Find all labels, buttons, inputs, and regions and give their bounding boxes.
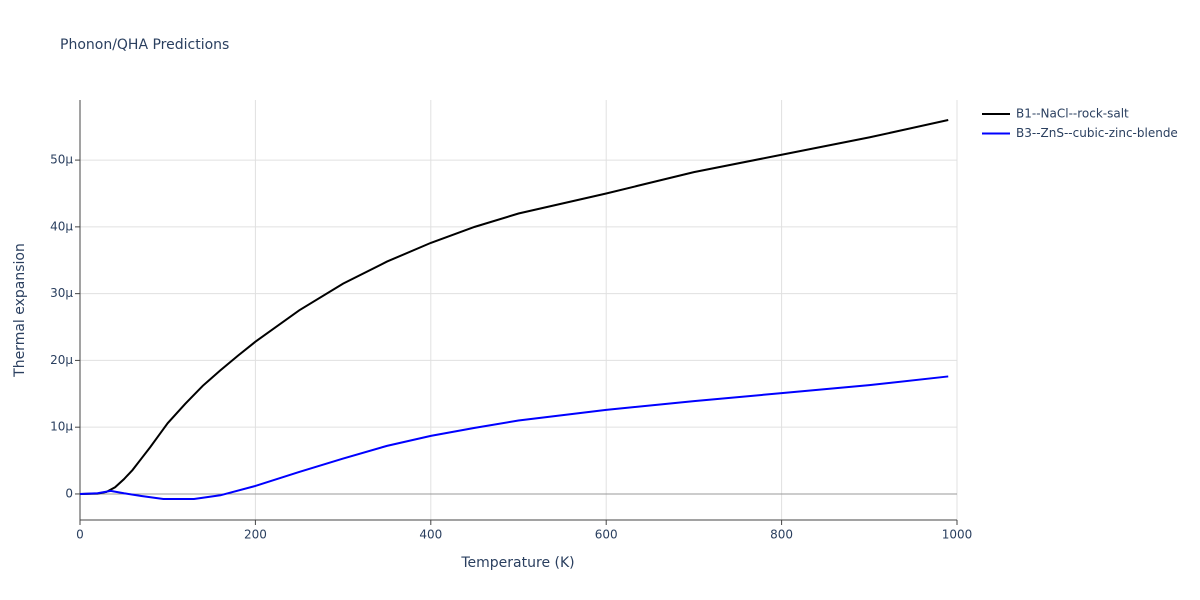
x-tick-label: 200 <box>244 528 267 542</box>
y-tick-label: 30μ <box>50 286 73 300</box>
y-axis-label: Thermal expansion <box>12 243 28 378</box>
x-tick-label: 1000 <box>942 528 973 542</box>
chart-title: Phonon/QHA Predictions <box>60 37 229 53</box>
x-tick-label: 0 <box>76 528 84 542</box>
series-line <box>79 375 949 500</box>
y-tick-label: 10μ <box>50 420 73 434</box>
y-tick-label: 40μ <box>50 219 73 233</box>
x-tick-label: 400 <box>419 528 442 542</box>
x-tick-label: 800 <box>770 528 793 542</box>
x-tick-label: 600 <box>595 528 618 542</box>
x-axis-label: Temperature (K) <box>460 555 574 571</box>
legend-label: B1--NaCl--rock-salt <box>1016 107 1129 121</box>
legend-label: B3--ZnS--cubic-zinc-blende <box>1016 126 1178 140</box>
y-tick-label: 50μ <box>50 153 73 167</box>
y-tick-label: 20μ <box>50 353 73 367</box>
series-line <box>79 119 949 495</box>
y-tick-label: 0 <box>65 486 73 500</box>
